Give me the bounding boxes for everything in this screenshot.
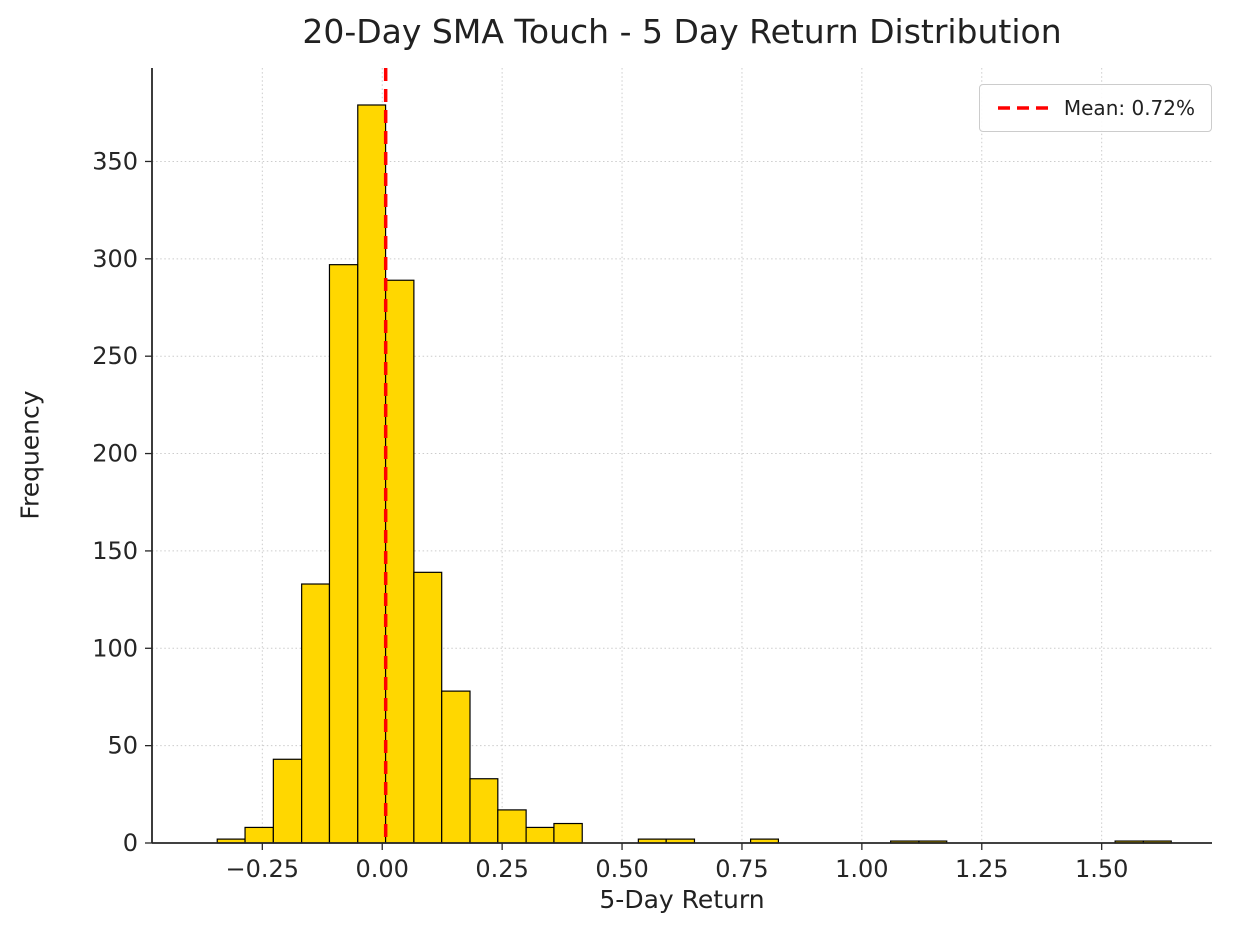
histogram-bar [413, 571, 443, 844]
y-tick-label: 200 [92, 440, 138, 468]
x-tick-label: 0.00 [356, 855, 409, 883]
x-tick-label: 0.25 [475, 855, 528, 883]
mean-dashed-line-icon [997, 106, 1048, 110]
x-tick-label: −0.25 [226, 855, 300, 883]
y-tick-label: 50 [107, 732, 138, 760]
chart-title: 20-Day SMA Touch - 5 Day Return Distribu… [302, 12, 1062, 51]
y-tick-label: 100 [92, 634, 138, 662]
y-tick-label: 350 [92, 147, 138, 175]
histogram-bar [244, 826, 274, 844]
x-tick-label: 0.75 [715, 855, 768, 883]
histogram-bar [328, 264, 359, 844]
x-axis-label: 5-Day Return [599, 885, 765, 914]
y-tick-label: 300 [92, 245, 138, 273]
histogram-bar [301, 583, 331, 844]
x-tick-label: 1.25 [955, 855, 1008, 883]
y-tick-label: 0 [123, 829, 138, 857]
histogram-bar [525, 826, 555, 844]
histogram-bar [497, 809, 527, 844]
histogram-bar [553, 822, 583, 844]
x-tick-label: 0.50 [595, 855, 648, 883]
histogram-bar [441, 690, 471, 844]
histogram-bar [357, 104, 387, 844]
legend-label: Mean: 0.72% [1063, 96, 1195, 120]
histogram-bar [469, 778, 499, 844]
y-tick-label: 150 [92, 537, 138, 565]
x-tick-label: 1.50 [1075, 855, 1128, 883]
x-tick-label: 1.00 [835, 855, 888, 883]
legend: Mean: 0.72% [978, 84, 1212, 132]
histogram-bar [384, 279, 415, 844]
histogram-bar [272, 758, 303, 844]
y-tick-label: 250 [92, 342, 138, 370]
